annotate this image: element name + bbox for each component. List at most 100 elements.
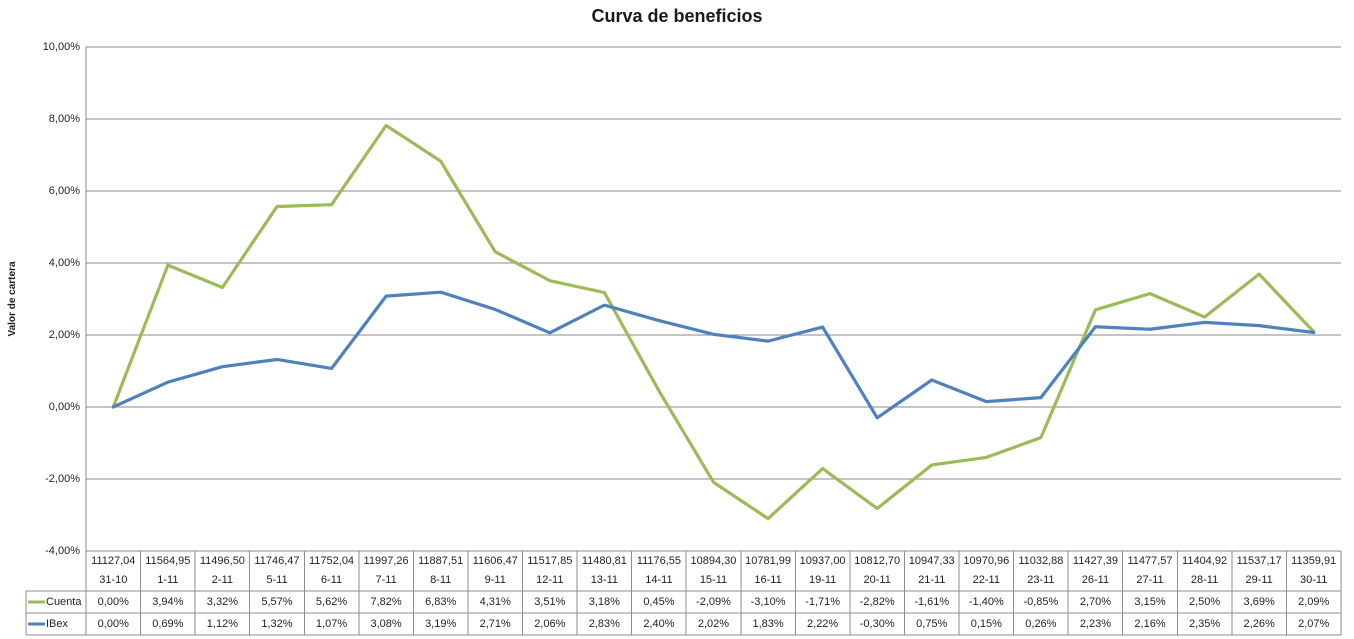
- table-cell-ibex: 2,83%: [588, 618, 620, 630]
- table-cell-cuenta: 2,70%: [1079, 596, 1112, 608]
- table-header-index-value: 11404,92: [1182, 555, 1228, 567]
- table-cell-cuenta: -3,10%: [750, 596, 786, 608]
- table-cell-ibex: 3,08%: [370, 618, 402, 630]
- table-header-date: 1-11: [157, 574, 179, 586]
- table-header-index-value: 11427,39: [1072, 555, 1118, 567]
- table-cell-cuenta: 2,50%: [1188, 596, 1221, 608]
- table-cell-cuenta: 3,51%: [534, 596, 566, 608]
- table-header-index-value: 10781,99: [745, 555, 791, 567]
- table-cell-cuenta: 3,69%: [1243, 596, 1275, 608]
- table-header-index-value: 11887,51: [418, 555, 464, 567]
- table-header-index-value: 11496,50: [199, 555, 245, 567]
- table-header-index-value: 11127,04: [91, 555, 136, 567]
- table-header-date: 21-11: [918, 574, 946, 586]
- table-header-date: 15-11: [699, 574, 728, 586]
- y-tick-label: 0,00%: [48, 401, 80, 413]
- table-cell-ibex: 2,35%: [1188, 618, 1221, 630]
- table-cell-ibex: 2,02%: [697, 618, 730, 630]
- table-cell-cuenta: -1,71%: [805, 596, 841, 608]
- table-cell-ibex: 2,07%: [1298, 618, 1330, 630]
- table-header-index-value: 11517,85: [527, 555, 573, 567]
- table-header-date: 30-11: [1300, 574, 1328, 586]
- table-header-date: 19-11: [808, 574, 837, 586]
- table-cell-ibex: 2,22%: [807, 618, 839, 630]
- y-tick-label: 10,00%: [42, 41, 80, 53]
- table-header-date: 23-11: [1027, 574, 1055, 586]
- table-cell-cuenta: 3,15%: [1134, 596, 1166, 608]
- table-header-index-value: 11359,91: [1291, 555, 1337, 567]
- table-header-index-value: 11032,88: [1018, 555, 1064, 567]
- table-header-date: 16-11: [754, 574, 782, 586]
- table-header-index-value: 10947,33: [908, 555, 955, 567]
- table-cell-cuenta: -2,09%: [696, 596, 731, 608]
- table-header-index-value: 11564,95: [145, 555, 191, 567]
- table-cell-cuenta: 4,31%: [479, 596, 511, 608]
- table-cell-ibex: 1,12%: [206, 618, 238, 630]
- table-cell-ibex: 0,26%: [1025, 618, 1057, 630]
- table-header-date: 5-11: [266, 574, 288, 586]
- table-cell-ibex: 2,23%: [1079, 618, 1112, 630]
- series-line-ibex: [111, 290, 1316, 420]
- table-cell-cuenta: 2,09%: [1298, 596, 1330, 608]
- table-header-index-value: 11997,26: [363, 555, 409, 567]
- table-header-date: 26-11: [1081, 574, 1110, 586]
- table-header-index-value: 10937,00: [799, 555, 846, 567]
- table-cell-ibex: 0,00%: [97, 618, 129, 630]
- y-tick-label: 8,00%: [48, 113, 80, 125]
- table-header-date: 9-11: [484, 574, 506, 586]
- table-cell-cuenta: -1,40%: [968, 596, 1004, 608]
- table-cell-ibex: 2,71%: [479, 618, 511, 630]
- table-header-index-value: 11480,81: [581, 555, 627, 567]
- table-header-date: 20-11: [863, 574, 891, 586]
- y-tick-label: 4,00%: [48, 257, 80, 269]
- table-header-date: 31-10: [99, 574, 128, 586]
- table-cell-cuenta: -2,82%: [859, 596, 895, 608]
- y-tick-label: -4,00%: [45, 545, 80, 557]
- table-header-date: 29-11: [1245, 574, 1273, 586]
- table-header-index-value: 11606,47: [472, 555, 518, 567]
- table-cell-ibex: 1,32%: [261, 618, 293, 630]
- y-tick-label: 6,00%: [48, 185, 80, 197]
- table-cell-ibex: -0,30%: [859, 618, 895, 630]
- table-cell-ibex: 1,83%: [752, 618, 784, 630]
- table-cell-cuenta: 3,94%: [152, 596, 184, 608]
- table-header-date: 27-11: [1136, 574, 1164, 586]
- table-header-date: 22-11: [972, 574, 1000, 586]
- table-header-index-value: 11746,47: [254, 555, 300, 567]
- table-header-date: 6-11: [320, 574, 343, 586]
- table-header-date: 8-11: [430, 574, 452, 586]
- table-header-index-value: 11752,04: [308, 555, 355, 567]
- table-header-index-value: 11176,55: [636, 555, 682, 567]
- table-cell-ibex: 1,07%: [315, 618, 348, 630]
- table-header-date: 13-11: [590, 574, 619, 586]
- table-header-date: 7-11: [375, 574, 397, 586]
- table-cell-ibex: 0,69%: [152, 618, 184, 630]
- table-cell-cuenta: 7,82%: [370, 596, 402, 608]
- table-header-date: 14-11: [645, 574, 673, 586]
- table-header-index-value: 10970,96: [963, 555, 1010, 567]
- table-header-index-value: 11477,57: [1127, 555, 1173, 567]
- table-header-date: 28-11: [1190, 574, 1219, 586]
- table-cell-ibex: 2,26%: [1243, 618, 1275, 630]
- series-line-cuenta: [111, 123, 1316, 521]
- table-cell-ibex: 2,06%: [534, 618, 566, 630]
- table-cell-ibex: 0,75%: [916, 618, 948, 630]
- legend-label-cuenta: Cuenta: [46, 596, 82, 608]
- table-header-index-value: 10894,30: [690, 555, 737, 567]
- table-header-index-value: 11537,17: [1236, 555, 1282, 567]
- table-cell-cuenta: 5,57%: [261, 596, 293, 608]
- table-cell-cuenta: -0,85%: [1023, 596, 1059, 608]
- legend-label-ibex: IBex: [46, 618, 69, 630]
- table-cell-cuenta: 5,62%: [315, 596, 348, 608]
- table-cell-cuenta: 3,18%: [588, 596, 620, 608]
- table-cell-cuenta: 0,45%: [643, 596, 675, 608]
- y-tick-label: 2,00%: [48, 329, 80, 341]
- table-cell-cuenta: 0,00%: [97, 596, 129, 608]
- table-cell-ibex: 0,15%: [970, 618, 1002, 630]
- chart-title: Curva de beneficios: [591, 6, 763, 26]
- table-header-date: 12-11: [536, 574, 564, 586]
- table-cell-ibex: 3,19%: [425, 618, 457, 630]
- table-cell-ibex: 2,40%: [643, 618, 675, 630]
